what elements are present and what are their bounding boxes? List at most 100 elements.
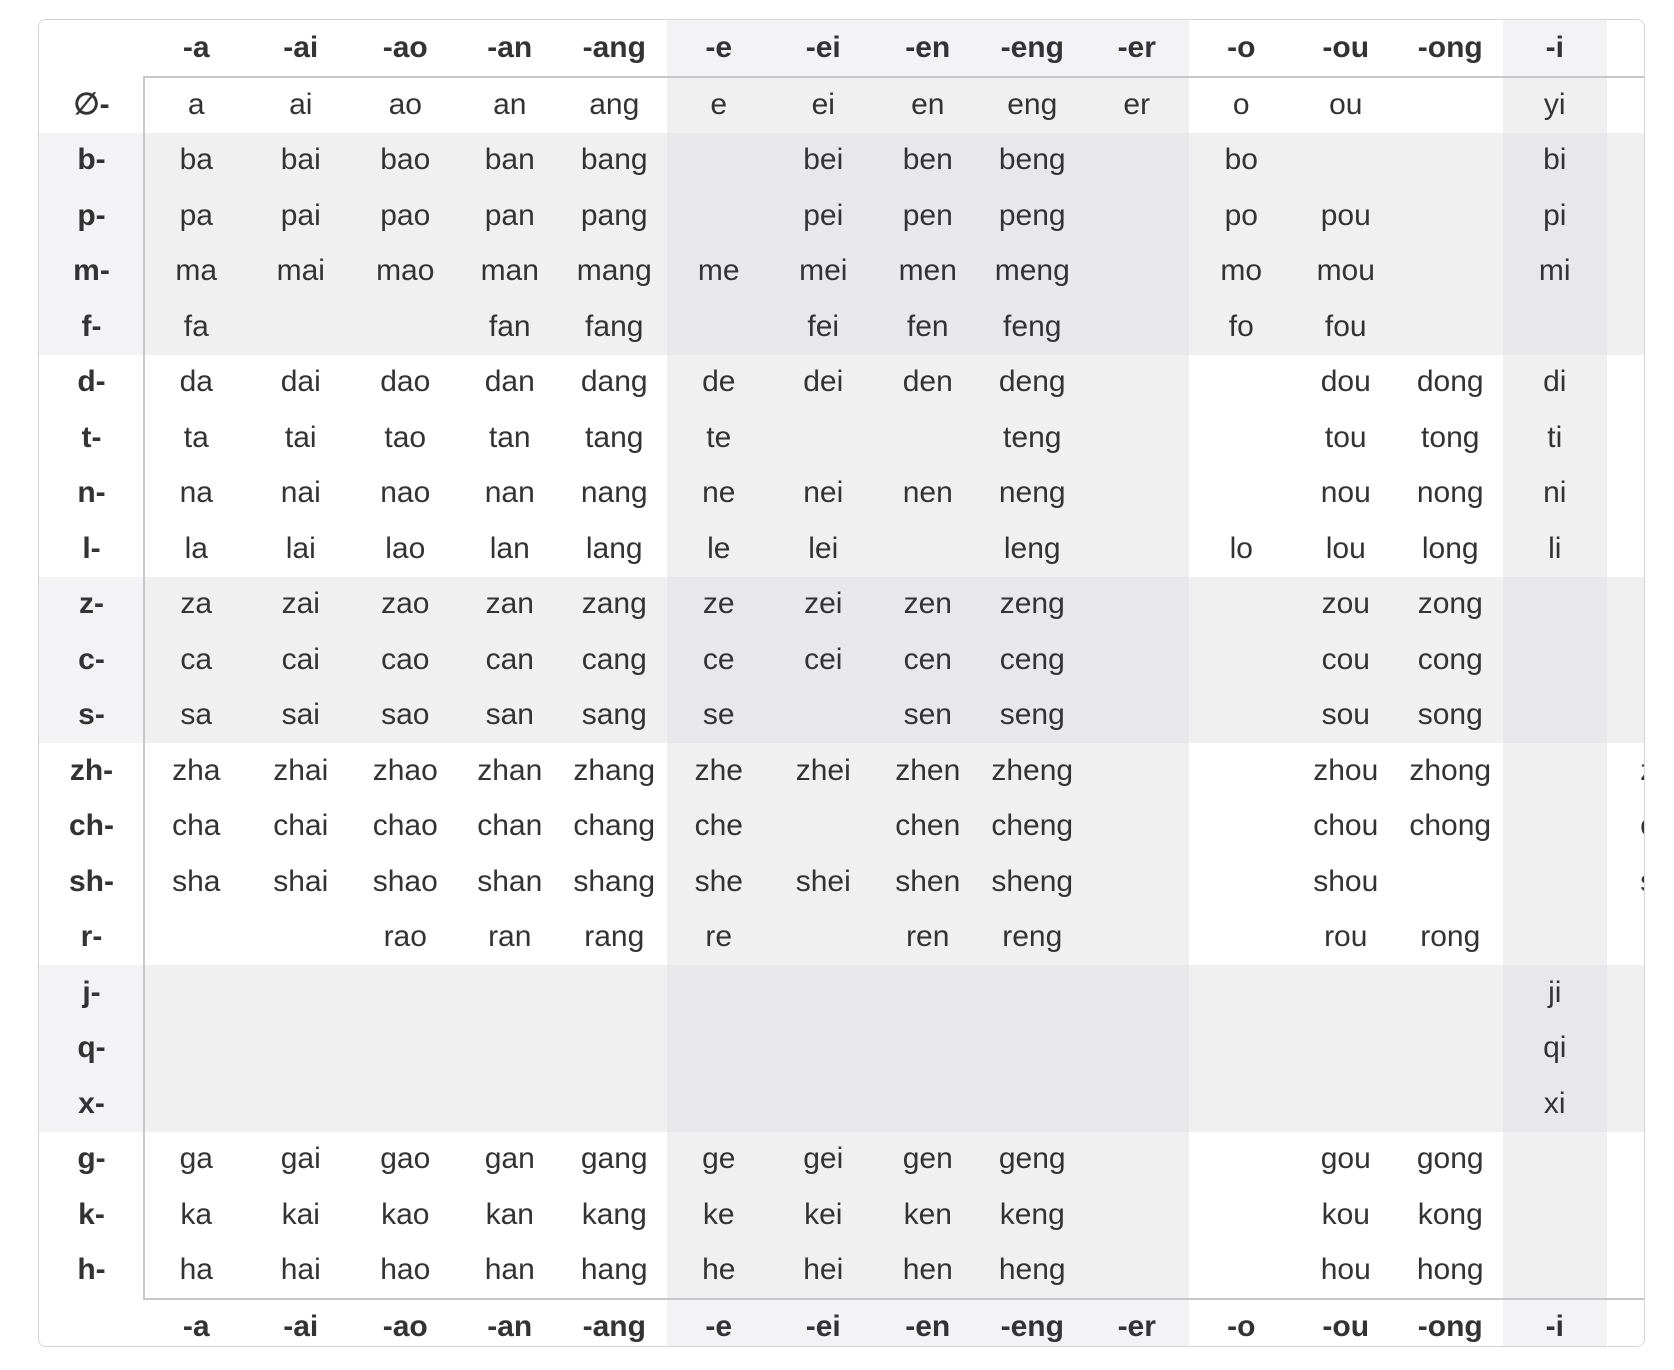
syllable-cell: [980, 1020, 1085, 1076]
syllable-cell: se: [666, 687, 771, 743]
syllable-cell: [771, 1020, 876, 1076]
syllable-cell: [875, 1076, 980, 1132]
syllable-cell: [1607, 410, 1644, 466]
syllable-cell: [248, 1076, 353, 1132]
syllable-cell: [1084, 354, 1189, 410]
syllable-cell: peng: [980, 188, 1085, 244]
syllable-cell: shang: [562, 854, 667, 910]
syllable-cell: he: [666, 1242, 771, 1298]
syllable-cell: xi: [1502, 1076, 1607, 1132]
syllable-cell: ba: [144, 132, 249, 188]
syllable-cell: hen: [875, 1242, 980, 1298]
syllable-cell: [1502, 1131, 1607, 1187]
syllable-cell: [1293, 132, 1398, 188]
final-header: -i: [1607, 20, 1644, 76]
syllable-cell: zi: [1607, 576, 1644, 632]
syllable-cell: [1084, 1187, 1189, 1243]
syllable-cell: [1084, 132, 1189, 188]
syllable-cell: [1084, 521, 1189, 577]
syllable-cell: po: [1189, 188, 1294, 244]
syllable-cell: ca: [144, 632, 249, 688]
syllable-cell: chai: [248, 798, 353, 854]
syllable-cell: [1084, 576, 1189, 632]
syllable-cell: bo: [1189, 132, 1294, 188]
syllable-cell: zhou: [1293, 743, 1398, 799]
syllable-cell: kou: [1293, 1187, 1398, 1243]
syllable-cell: [248, 965, 353, 1021]
syllable-cell: [1398, 1076, 1503, 1132]
syllable-cell: [1189, 1187, 1294, 1243]
syllable-cell: re: [666, 909, 771, 965]
syllable-cell: si: [1607, 687, 1644, 743]
syllable-cell: [1398, 299, 1503, 355]
syllable-cell: rao: [353, 909, 458, 965]
syllable-cell: fou: [1293, 299, 1398, 355]
syllable-cell: shei: [771, 854, 876, 910]
syllable-cell: rou: [1293, 909, 1398, 965]
syllable-cell: ri: [1607, 909, 1644, 965]
syllable-cell: rang: [562, 909, 667, 965]
initial-label: ch-: [39, 798, 144, 854]
initial-label: sh-: [39, 854, 144, 910]
syllable-cell: ang: [562, 77, 667, 133]
table-row: sh-sha shai shao shan shang she shei shen sheng s…: [39, 854, 1644, 910]
final-header: -ong: [1398, 20, 1503, 76]
syllable-cell: nen: [875, 465, 980, 521]
syllable-cell: [1189, 576, 1294, 632]
table-row: k-ka kai kao kan kang ke kei ken keng kou kong: [39, 1187, 1644, 1243]
syllable-cell: [1607, 1131, 1644, 1187]
syllable-cell: sen: [875, 687, 980, 743]
syllable-cell: gang: [562, 1131, 667, 1187]
syllable-cell: [1502, 743, 1607, 799]
syllable-cell: qi: [1502, 1020, 1607, 1076]
syllable-cell: mang: [562, 243, 667, 299]
syllable-cell: zhang: [562, 743, 667, 799]
syllable-cell: kao: [353, 1187, 458, 1243]
syllable-cell: geng: [980, 1131, 1085, 1187]
syllable-cell: lei: [771, 521, 876, 577]
syllable-cell: [144, 1076, 249, 1132]
syllable-cell: [1607, 1242, 1644, 1298]
header-row: -a -ai -ao -an -ang -e -ei -en -eng -er -o -ou -ong -…: [39, 20, 1644, 76]
syllable-cell: feng: [980, 299, 1085, 355]
syllable-cell: [1607, 77, 1644, 133]
syllable-cell: reng: [980, 909, 1085, 965]
syllable-cell: zang: [562, 576, 667, 632]
syllable-cell: [1084, 465, 1189, 521]
final-header: -en: [875, 20, 980, 76]
syllable-cell: gao: [353, 1131, 458, 1187]
syllable-cell: ei: [771, 77, 876, 133]
syllable-cell: [1398, 188, 1503, 244]
final-header: -i: [1502, 1299, 1607, 1346]
syllable-cell: [1607, 465, 1644, 521]
syllable-cell: zhan: [457, 743, 562, 799]
syllable-cell: tou: [1293, 410, 1398, 466]
syllable-cell: za: [144, 576, 249, 632]
initial-label: d-: [39, 354, 144, 410]
syllable-cell: [1607, 188, 1644, 244]
syllable-cell: pang: [562, 188, 667, 244]
syllable-cell: gou: [1293, 1131, 1398, 1187]
syllable-cell: li: [1502, 521, 1607, 577]
initial-label: h-: [39, 1242, 144, 1298]
syllable-cell: cong: [1398, 632, 1503, 688]
syllable-cell: [1189, 354, 1294, 410]
syllable-cell: [1084, 1020, 1189, 1076]
syllable-cell: ren: [875, 909, 980, 965]
syllable-cell: lang: [562, 521, 667, 577]
final-header: -o: [1189, 20, 1294, 76]
syllable-cell: zha: [144, 743, 249, 799]
syllable-cell: [1502, 854, 1607, 910]
syllable-cell: na: [144, 465, 249, 521]
syllable-cell: den: [875, 354, 980, 410]
syllable-cell: ga: [144, 1131, 249, 1187]
syllable-cell: ze: [666, 576, 771, 632]
syllable-cell: cou: [1293, 632, 1398, 688]
syllable-cell: zan: [457, 576, 562, 632]
syllable-cell: [1189, 410, 1294, 466]
syllable-cell: ban: [457, 132, 562, 188]
syllable-cell: [1502, 687, 1607, 743]
table-row: q-qi: [39, 1020, 1644, 1076]
syllable-cell: sa: [144, 687, 249, 743]
syllable-cell: bao: [353, 132, 458, 188]
